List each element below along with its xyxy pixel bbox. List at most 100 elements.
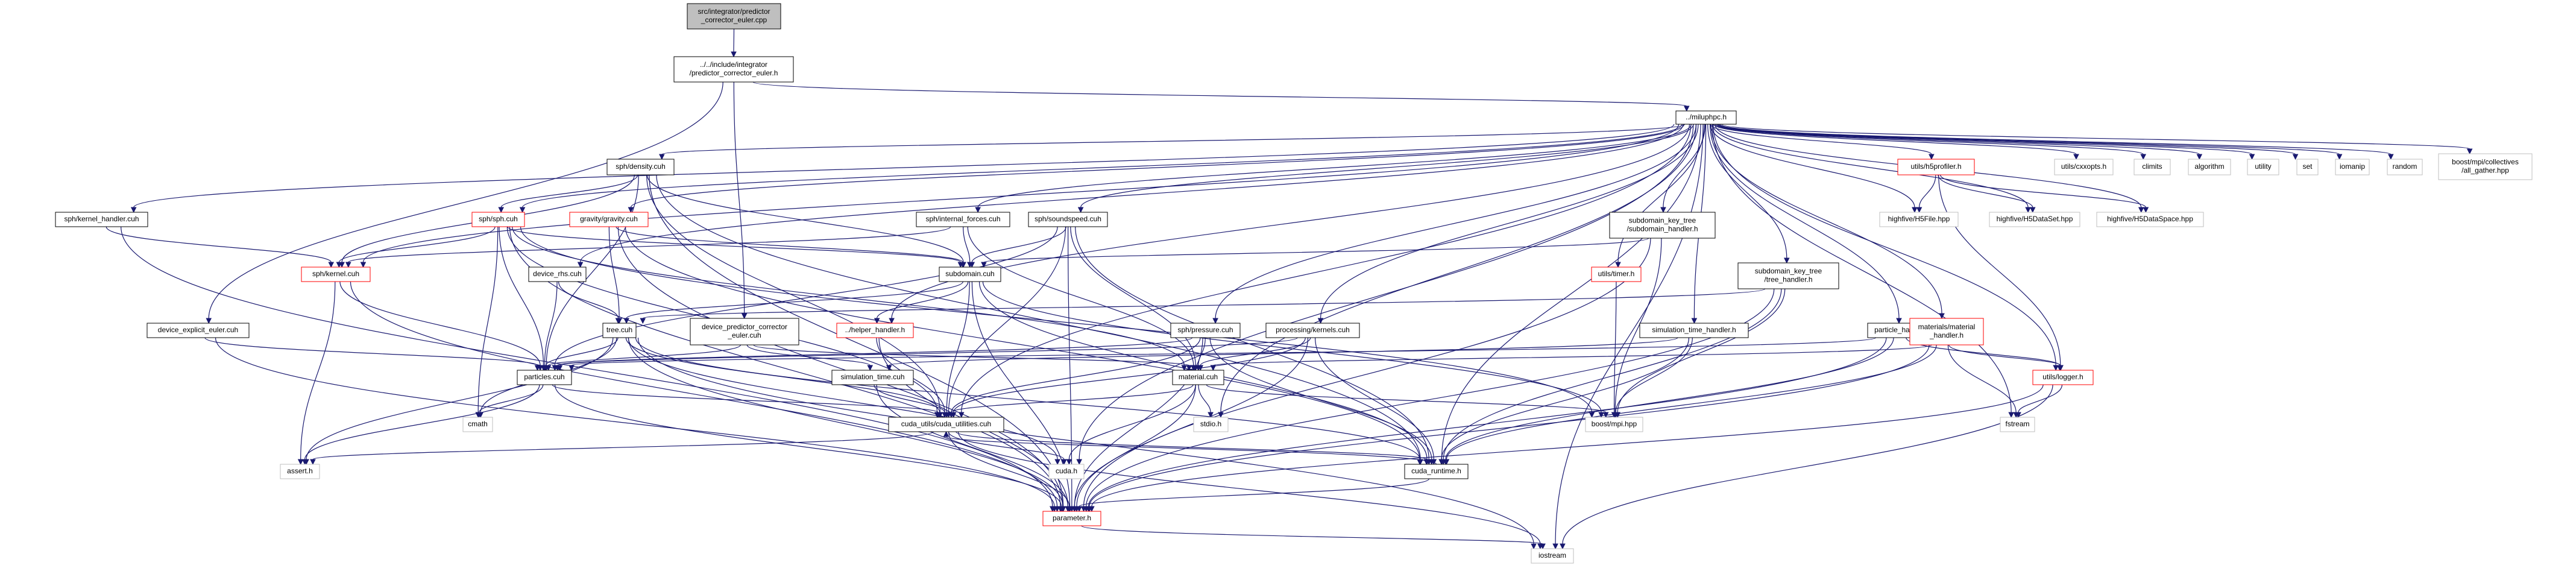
node-box[interactable] <box>2335 159 2370 175</box>
node-root[interactable]: src/integrator/predictor_corrector_euler… <box>687 3 781 30</box>
node-simulation_time_handler[interactable]: simulation_time_handler.h <box>1639 323 1749 338</box>
node-timer[interactable]: utils/timer.h <box>1591 267 1642 282</box>
node-box[interactable] <box>687 3 781 30</box>
node-cmath[interactable]: cmath <box>462 417 493 432</box>
node-box[interactable] <box>2188 159 2231 175</box>
node-tree_cuh[interactable]: tree.cuh <box>602 323 637 338</box>
node-iostream[interactable]: iostream <box>1531 548 1574 564</box>
node-box[interactable] <box>517 370 572 385</box>
node-subdomain_cuh[interactable]: subdomain.cuh <box>939 267 1001 282</box>
node-particles_cuh[interactable]: particles.cuh <box>517 370 572 385</box>
node-box[interactable] <box>1172 370 1224 385</box>
node-box[interactable] <box>1042 511 1101 526</box>
node-soundspeed[interactable]: sph/soundspeed.cuh <box>1028 212 1108 227</box>
node-box[interactable] <box>2438 153 2533 180</box>
node-box[interactable] <box>602 323 637 338</box>
node-set[interactable]: set <box>2296 159 2319 175</box>
node-box[interactable] <box>1609 212 1716 239</box>
node-fstream[interactable]: fstream <box>2000 417 2035 432</box>
node-box[interactable] <box>2296 159 2319 175</box>
node-pce_h[interactable]: ../../include/integrator/predictor_corre… <box>673 56 794 83</box>
node-box[interactable] <box>146 323 250 338</box>
node-climits[interactable]: climits <box>2134 159 2171 175</box>
node-box[interactable] <box>888 417 1004 432</box>
node-box[interactable] <box>569 212 649 227</box>
node-box[interactable] <box>606 159 675 175</box>
node-box[interactable] <box>2000 417 2035 432</box>
node-box[interactable] <box>2387 159 2423 175</box>
node-box[interactable] <box>1170 323 1241 338</box>
node-h5dataset[interactable]: highfive/H5DataSet.hpp <box>1989 212 2080 227</box>
node-cuda_utilities[interactable]: cuda_utils/cuda_utilities.cuh <box>888 417 1004 432</box>
node-box[interactable] <box>301 267 371 282</box>
node-box[interactable] <box>1193 417 1229 432</box>
node-box[interactable] <box>2247 159 2279 175</box>
node-cuda_h[interactable]: cuda.h <box>1048 464 1085 479</box>
node-box[interactable] <box>2054 159 2114 175</box>
node-internal_forces[interactable]: sph/internal_forces.cuh <box>916 212 1010 227</box>
node-box[interactable] <box>1909 318 1984 345</box>
node-pressure[interactable]: sph/pressure.cuh <box>1170 323 1241 338</box>
node-box[interactable] <box>1879 212 1959 227</box>
node-box[interactable] <box>1737 262 1839 289</box>
node-iomanip[interactable]: iomanip <box>2335 159 2370 175</box>
node-box[interactable] <box>280 464 320 479</box>
node-sph_kernel[interactable]: sph/kernel.cuh <box>301 267 371 282</box>
node-miluphpc[interactable]: ../miluphpc.h <box>1675 110 1737 125</box>
node-stdio[interactable]: stdio.h <box>1193 417 1229 432</box>
node-cuda_runtime[interactable]: cuda_runtime.h <box>1404 464 1469 479</box>
node-tree_handler[interactable]: subdomain_key_tree/tree_handler.h <box>1737 262 1839 289</box>
node-box[interactable] <box>2134 159 2171 175</box>
node-box[interactable] <box>1675 110 1737 125</box>
node-box[interactable] <box>1897 159 1975 175</box>
node-logger[interactable]: utils/logger.h <box>2032 370 2094 385</box>
node-box[interactable] <box>1591 267 1642 282</box>
node-device_explicit_euler[interactable]: device_explicit_euler.cuh <box>146 323 250 338</box>
node-assert[interactable]: assert.h <box>280 464 320 479</box>
node-box[interactable] <box>690 318 799 345</box>
edge-arrowhead <box>640 318 646 324</box>
node-box[interactable] <box>1404 464 1469 479</box>
node-utility[interactable]: utility <box>2247 159 2279 175</box>
node-gravity[interactable]: gravity/gravity.cuh <box>569 212 649 227</box>
node-box[interactable] <box>1585 417 1643 432</box>
node-algorithm[interactable]: algorithm <box>2188 159 2231 175</box>
node-material_cuh[interactable]: material.cuh <box>1172 370 1224 385</box>
node-box[interactable] <box>462 417 493 432</box>
node-random[interactable]: random <box>2387 159 2423 175</box>
node-sph_cuh[interactable]: sph/sph.cuh <box>471 212 525 227</box>
node-box[interactable] <box>1639 323 1749 338</box>
node-boost_mpi[interactable]: boost/mpi.hpp <box>1585 417 1643 432</box>
node-simulation_time_cuh[interactable]: simulation_time.cuh <box>831 370 914 385</box>
node-box[interactable] <box>916 212 1010 227</box>
node-box[interactable] <box>673 56 794 83</box>
node-hdf5profiler[interactable]: utils/h5profiler.h <box>1897 159 1975 175</box>
node-box[interactable] <box>2032 370 2094 385</box>
node-box[interactable] <box>2096 212 2204 227</box>
node-device_rhs[interactable]: device_rhs.cuh <box>528 267 587 282</box>
node-cxxopts[interactable]: utils/cxxopts.h <box>2054 159 2114 175</box>
node-subdomain_handler[interactable]: subdomain_key_tree/subdomain_handler.h <box>1609 212 1716 239</box>
node-device_pce[interactable]: device_predictor_corrector_euler.cuh <box>690 318 799 345</box>
node-box[interactable] <box>836 323 914 338</box>
node-box[interactable] <box>1265 323 1360 338</box>
node-helper_handler[interactable]: ../helper_handler.h <box>836 323 914 338</box>
node-kernel_handler[interactable]: sph/kernel_handler.cuh <box>55 212 148 227</box>
node-density[interactable]: sph/density.cuh <box>606 159 675 175</box>
edge-soundspeed-to-parameter <box>1068 226 1072 507</box>
node-processing_kernels[interactable]: processing/kernels.cuh <box>1265 323 1360 338</box>
node-box[interactable] <box>1028 212 1108 227</box>
node-box[interactable] <box>55 212 148 227</box>
node-material_handler[interactable]: materials/material_handler.h <box>1909 318 1984 345</box>
node-parameter[interactable]: parameter.h <box>1042 511 1101 526</box>
node-box[interactable] <box>1048 464 1085 479</box>
node-box[interactable] <box>1531 548 1574 564</box>
node-box[interactable] <box>1989 212 2080 227</box>
node-h5dataspace[interactable]: highfive/H5DataSpace.hpp <box>2096 212 2204 227</box>
node-box[interactable] <box>939 267 1001 282</box>
node-box[interactable] <box>471 212 525 227</box>
node-box[interactable] <box>528 267 587 282</box>
node-all_gather[interactable]: boost/mpi/collectives/all_gather.hpp <box>2438 153 2533 180</box>
node-h5file[interactable]: highfive/H5File.hpp <box>1879 212 1959 227</box>
node-box[interactable] <box>831 370 914 385</box>
